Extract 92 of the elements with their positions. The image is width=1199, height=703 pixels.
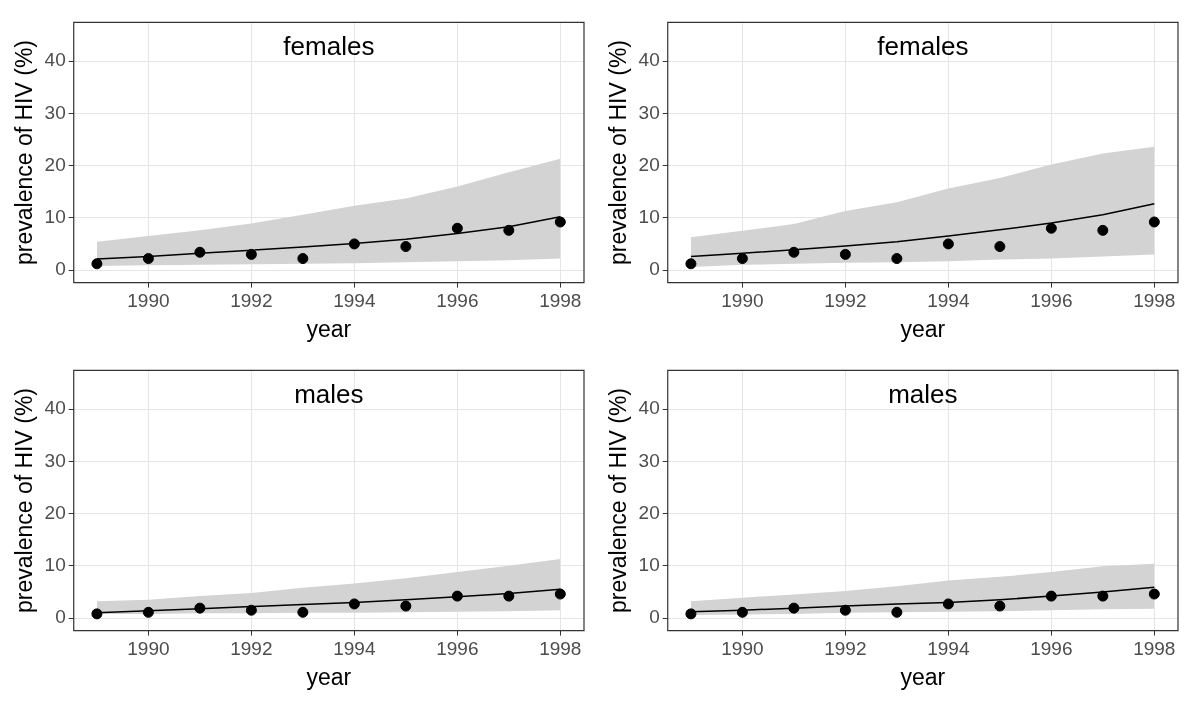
point	[1148, 216, 1160, 228]
x-axis-title: year	[306, 315, 352, 342]
x-tick-label: 1994	[333, 290, 376, 312]
x-tick-label: 1998	[1133, 638, 1176, 660]
point	[839, 248, 851, 260]
x-tick-label: 1996	[436, 290, 479, 312]
chart-title: females	[877, 30, 969, 61]
point	[245, 604, 257, 616]
point	[297, 606, 309, 618]
point	[451, 590, 463, 602]
y-tick-label: 40	[638, 397, 660, 419]
y-tick-label: 0	[649, 258, 660, 280]
y-tick-label: 40	[44, 397, 66, 419]
point	[297, 253, 309, 265]
x-tick-label: 1990	[127, 638, 170, 660]
point	[736, 253, 748, 265]
point	[1045, 590, 1057, 602]
x-tick-label: 1998	[539, 290, 582, 312]
point	[245, 248, 257, 260]
point	[91, 258, 103, 270]
y-axis-title: prevalence of HIV (%)	[11, 40, 38, 265]
point	[1097, 224, 1109, 236]
point	[142, 253, 154, 265]
point	[554, 216, 566, 228]
x-tick-label: 1990	[127, 290, 170, 312]
x-tick-label: 1990	[721, 290, 764, 312]
point	[736, 606, 748, 618]
point	[994, 241, 1006, 253]
y-tick-label: 0	[55, 606, 66, 628]
chart-title: males	[888, 378, 958, 409]
y-axis-title: prevalence of HIV (%)	[605, 388, 632, 613]
point	[685, 608, 697, 620]
y-tick-label: 10	[638, 206, 660, 228]
y-tick-label: 30	[638, 449, 660, 471]
y-tick-label: 20	[44, 501, 66, 523]
y-axis-title: prevalence of HIV (%)	[605, 40, 632, 265]
x-tick-label: 1994	[927, 290, 970, 312]
x-tick-label: 1998	[539, 638, 582, 660]
x-tick-label: 1996	[1030, 290, 1073, 312]
point	[348, 598, 360, 610]
point	[891, 606, 903, 618]
x-tick-label: 1992	[230, 638, 273, 660]
y-tick-label: 40	[638, 49, 660, 71]
y-tick-label: 0	[649, 606, 660, 628]
point	[503, 224, 515, 236]
point	[451, 222, 463, 234]
y-tick-label: 20	[638, 501, 660, 523]
x-axis-title: year	[900, 315, 946, 342]
point	[503, 590, 515, 602]
point	[788, 602, 800, 614]
point	[194, 246, 206, 258]
x-tick-label: 1994	[333, 638, 376, 660]
point	[400, 600, 412, 612]
point	[91, 608, 103, 620]
x-tick-label: 1992	[230, 290, 273, 312]
y-axis-title: prevalence of HIV (%)	[11, 388, 38, 613]
x-tick-label: 1996	[1030, 638, 1073, 660]
y-tick-label: 10	[44, 206, 66, 228]
x-axis-title: year	[306, 663, 352, 690]
chart-title: females	[283, 30, 375, 61]
point	[942, 598, 954, 610]
point	[839, 604, 851, 616]
x-tick-label: 1992	[824, 290, 867, 312]
y-tick-label: 0	[55, 258, 66, 280]
x-tick-label: 1990	[721, 638, 764, 660]
y-tick-label: 40	[44, 49, 66, 71]
y-tick-label: 30	[638, 101, 660, 123]
point	[994, 600, 1006, 612]
point	[891, 253, 903, 265]
y-tick-label: 20	[44, 153, 66, 175]
point	[685, 258, 697, 270]
point	[1097, 590, 1109, 602]
point	[194, 602, 206, 614]
y-tick-label: 30	[44, 449, 66, 471]
point	[788, 246, 800, 258]
chart-title: males	[294, 378, 364, 409]
x-tick-label: 1994	[927, 638, 970, 660]
y-tick-label: 20	[638, 153, 660, 175]
y-tick-label: 10	[638, 554, 660, 576]
x-tick-label: 1996	[436, 638, 479, 660]
x-tick-label: 1992	[824, 638, 867, 660]
y-tick-label: 10	[44, 554, 66, 576]
point	[942, 238, 954, 250]
x-axis-title: year	[900, 663, 946, 690]
point	[400, 241, 412, 253]
point	[348, 238, 360, 250]
x-tick-label: 1998	[1133, 290, 1176, 312]
point	[1045, 222, 1057, 234]
point	[1148, 588, 1160, 600]
y-tick-label: 30	[44, 101, 66, 123]
point	[142, 606, 154, 618]
point	[554, 588, 566, 600]
